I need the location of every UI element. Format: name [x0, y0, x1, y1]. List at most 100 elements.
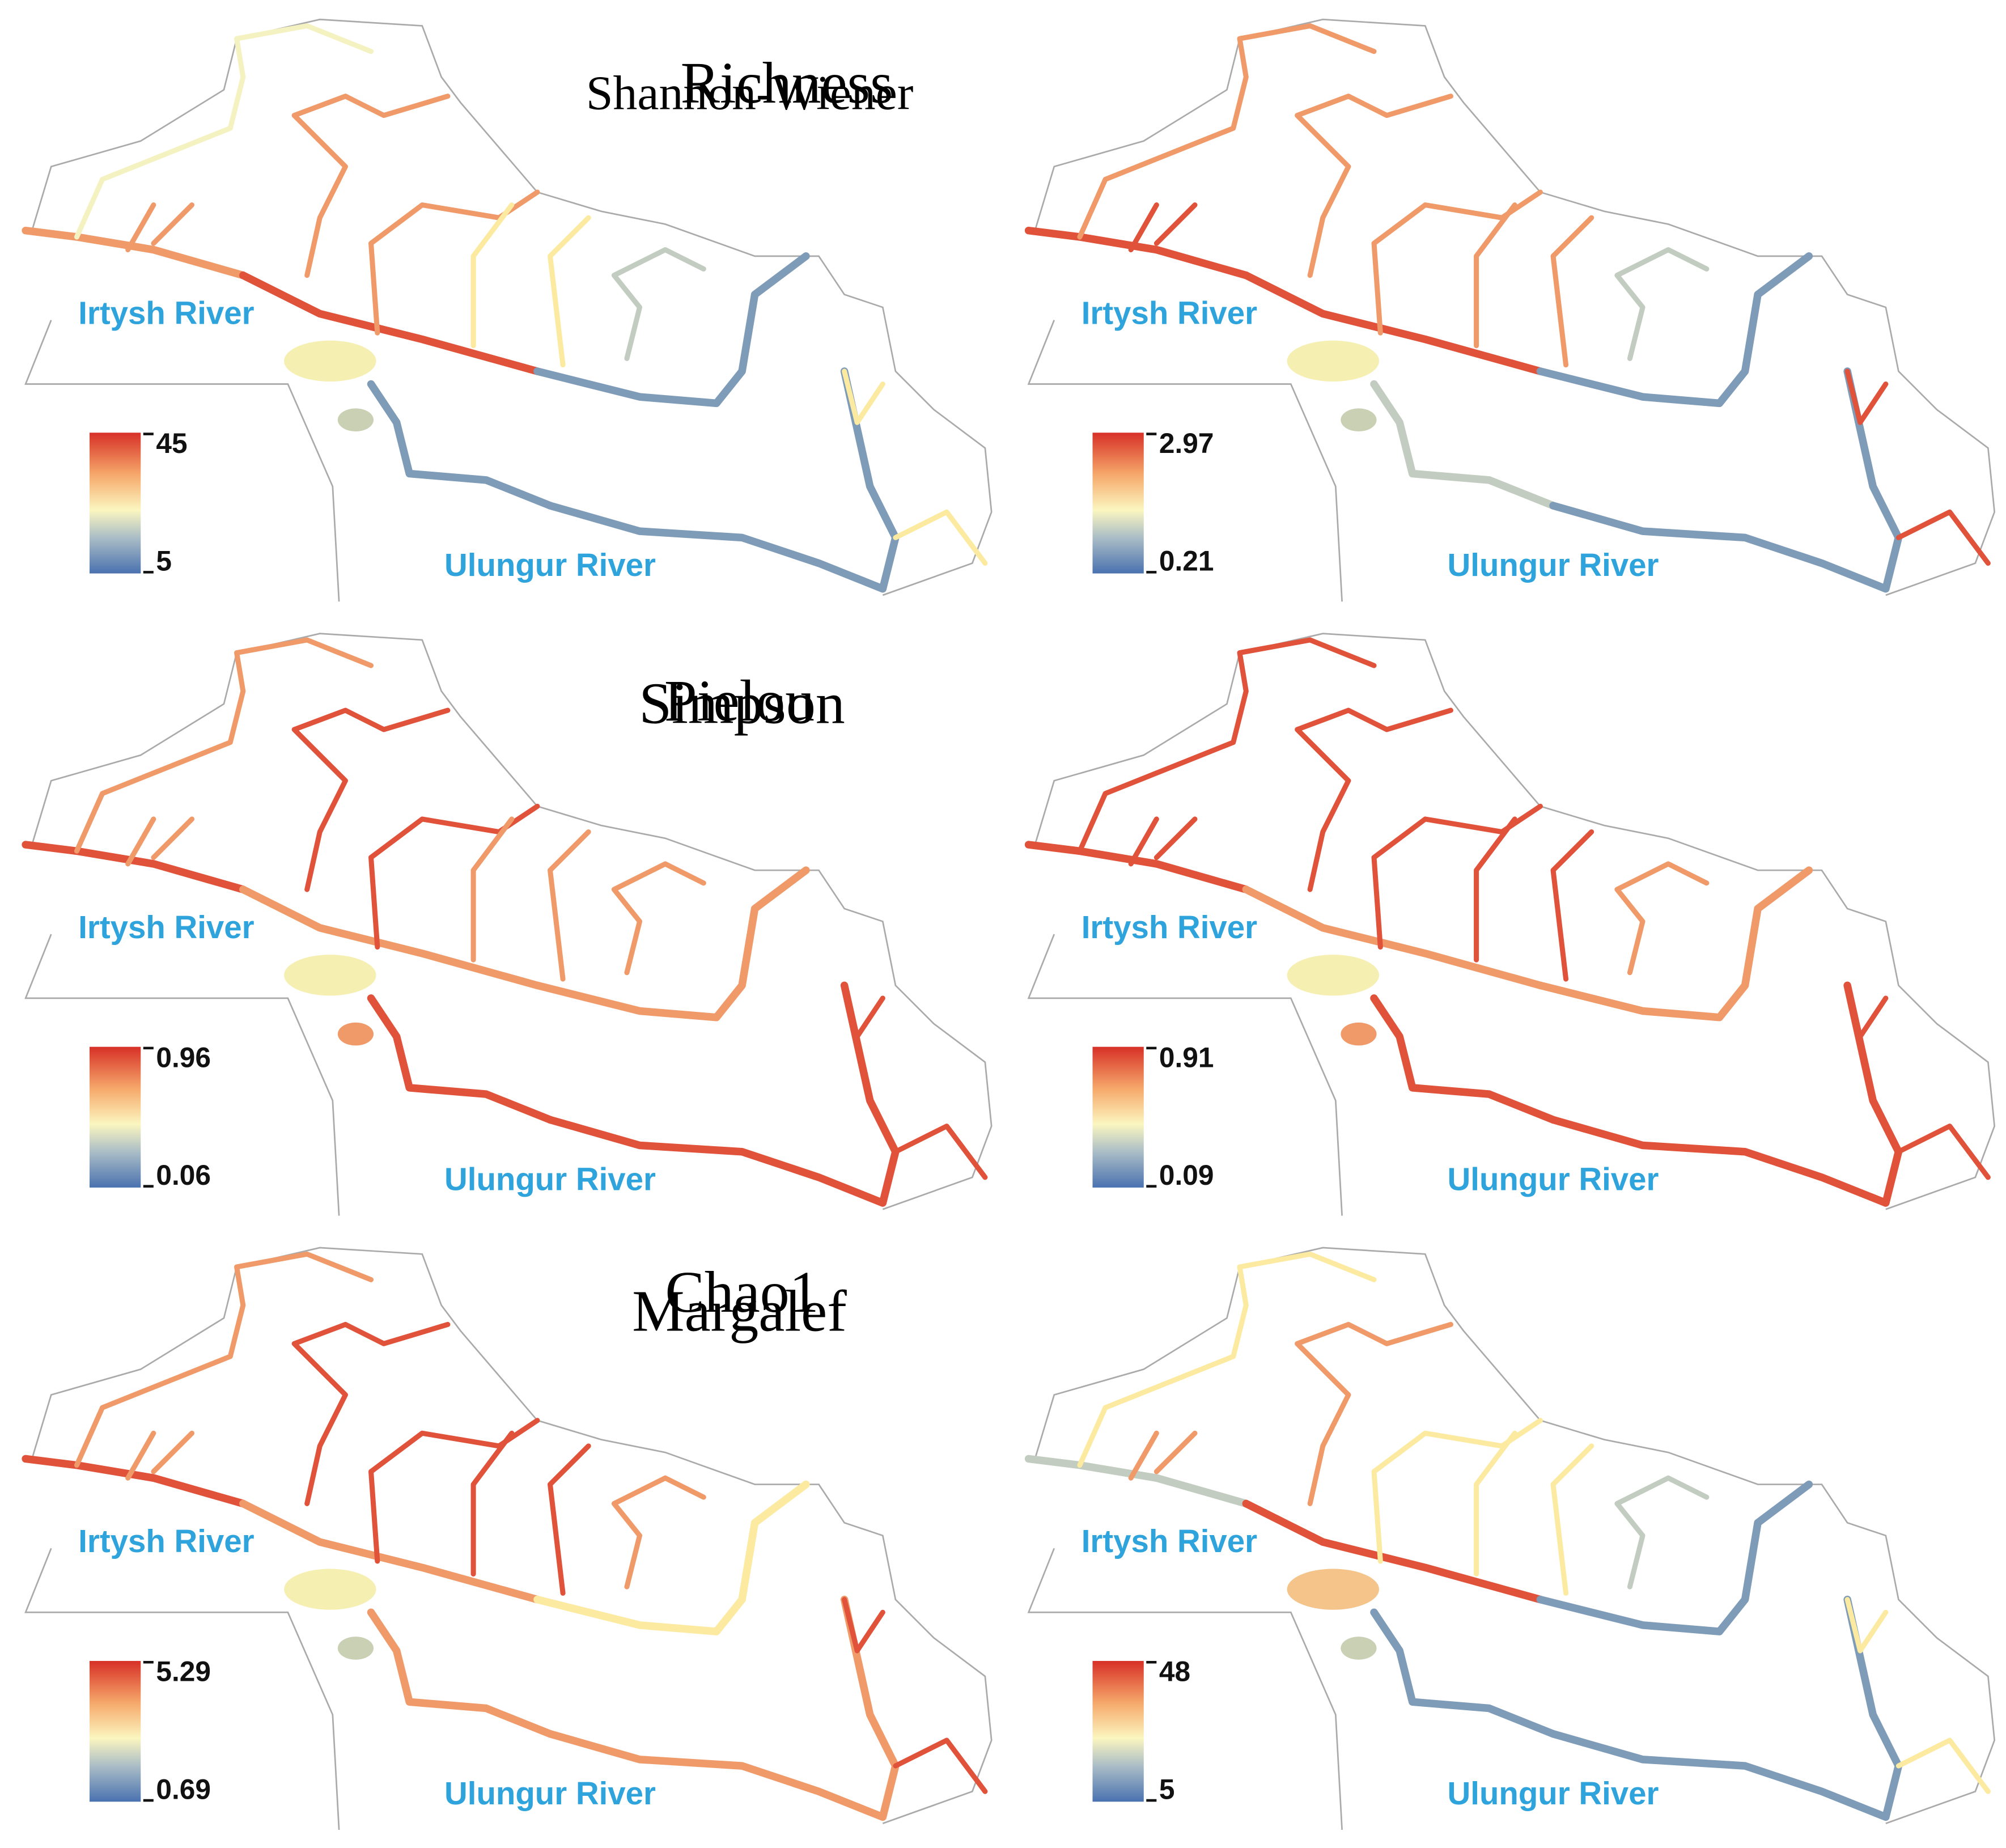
- legend-colorbar: [89, 1046, 141, 1188]
- legend-min: 0.69: [156, 1773, 211, 1805]
- river: [842, 1597, 988, 1794]
- river-label: Ulungur River: [1448, 547, 1659, 583]
- river: [533, 1480, 810, 1635]
- legend-colorbar: [1092, 1046, 1144, 1188]
- river: [125, 1430, 195, 1481]
- legend-min: 0.09: [1159, 1159, 1214, 1191]
- lake: [1341, 1637, 1377, 1660]
- river: [367, 1608, 554, 1738]
- river: [1549, 1595, 1903, 1821]
- lake: [284, 955, 376, 996]
- region-border: [1034, 18, 1996, 596]
- region-border: [1027, 320, 1343, 602]
- river: [368, 803, 540, 950]
- river: [1024, 226, 1250, 279]
- river: [239, 1499, 541, 1604]
- river: [239, 885, 541, 990]
- river-label: Irtysh River: [1082, 909, 1257, 945]
- map-panel: Chao1 Irtysh River Ulungur River 48 5: [665, 1247, 1996, 1830]
- river: [1128, 1430, 1198, 1481]
- river: [1077, 637, 1377, 854]
- map-panel: Richness Irtysh River Ulungur River 45 5: [22, 18, 993, 602]
- river: [546, 1595, 900, 1821]
- river: [74, 1251, 374, 1468]
- river: [1536, 866, 1813, 1022]
- map-panel: Shannon-Wiener Irtysh River Ulungur River 2…: [586, 18, 1996, 602]
- river: [1536, 1480, 1813, 1635]
- river: [22, 841, 247, 893]
- lake: [284, 1569, 376, 1610]
- river: [1844, 368, 1991, 566]
- river: [1614, 1475, 1710, 1590]
- river: [470, 816, 591, 982]
- river: [368, 189, 540, 336]
- river: [368, 1418, 540, 1564]
- river: [1024, 841, 1250, 893]
- panel-title: Margalef: [632, 1279, 847, 1344]
- river: [1128, 202, 1198, 253]
- river: [291, 94, 451, 278]
- river: [1295, 707, 1453, 892]
- river: [74, 23, 374, 240]
- legend-max: 45: [156, 427, 187, 459]
- river: [1371, 803, 1543, 950]
- region-border: [1034, 633, 1996, 1210]
- river: [1370, 380, 1557, 510]
- legend-max: 48: [1159, 1656, 1190, 1688]
- map-panel: Margalef Irtysh River Ulungur River 5.29 0.6…: [22, 1247, 993, 1830]
- region-border: [24, 934, 340, 1216]
- lake: [1287, 340, 1380, 382]
- river: [1295, 94, 1453, 278]
- river: [1474, 202, 1594, 368]
- river: [1549, 367, 1903, 593]
- river: [1844, 982, 1991, 1180]
- river: [1242, 271, 1545, 375]
- panel-title: Shannon-Wiener: [586, 66, 914, 120]
- panel-title: Chao1: [665, 1260, 819, 1325]
- river: [1242, 1499, 1545, 1604]
- river: [1371, 1418, 1543, 1564]
- river: [1077, 1251, 1377, 1468]
- lake: [1287, 955, 1380, 996]
- river: [1474, 1430, 1594, 1596]
- region-border: [1034, 1247, 1996, 1824]
- river: [611, 1475, 706, 1590]
- panel-title: Richness: [681, 50, 893, 116]
- river: [533, 252, 810, 408]
- legend-colorbar: [1092, 1661, 1144, 1802]
- river: [1024, 1455, 1250, 1508]
- region-border: [24, 1548, 340, 1830]
- river: [291, 1321, 451, 1506]
- river-label: Irtysh River: [78, 295, 254, 330]
- region-border: [1027, 934, 1343, 1216]
- lake: [284, 340, 376, 382]
- river-label: Irtysh River: [78, 909, 254, 945]
- river: [1614, 861, 1710, 976]
- river: [470, 202, 591, 368]
- river: [1474, 816, 1594, 982]
- river: [74, 637, 374, 854]
- lake: [337, 408, 374, 432]
- map-panel: Pielou Irtysh River Ulungur River 0.91 0.09: [664, 633, 1996, 1216]
- river-label: Ulungur River: [444, 547, 656, 583]
- river: [470, 1430, 591, 1596]
- legend-colorbar: [1092, 433, 1144, 574]
- legend-colorbar: [89, 1661, 141, 1802]
- legend-min: 0.06: [156, 1159, 211, 1191]
- river-label: Ulungur River: [1448, 1775, 1659, 1811]
- river: [22, 1455, 247, 1508]
- legend-min: 0.21: [1159, 545, 1214, 577]
- region-border: [31, 1247, 993, 1824]
- panel-title: Pielou: [664, 668, 815, 734]
- river-label: Irtysh River: [1082, 295, 1257, 330]
- panel-title: Simpson: [639, 671, 845, 736]
- river: [1844, 1597, 1991, 1794]
- river: [533, 866, 810, 1022]
- river: [1295, 1321, 1453, 1506]
- river: [22, 226, 247, 279]
- region-border: [1027, 1548, 1343, 1830]
- legend-max: 0.96: [156, 1041, 211, 1073]
- river: [546, 367, 900, 593]
- river: [842, 982, 988, 1180]
